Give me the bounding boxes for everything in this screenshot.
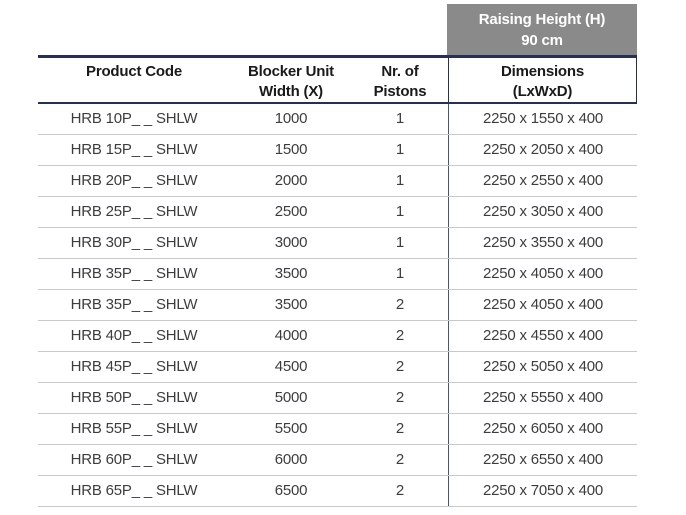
- cell-product-code: HRB 30P_ _ SHLW: [70, 234, 198, 251]
- header-dimensions-line1: Dimensions: [500, 63, 585, 80]
- table-row: HRB 35P_ _ SHLW 3500 1 2250 x 4050 x 400: [38, 259, 637, 290]
- raising-height-banner: Raising Height (H) 90 cm: [447, 4, 637, 55]
- cell-dimensions: 2250 x 1550 x 400: [448, 104, 637, 134]
- cell-nr-of-pistons: 1: [395, 110, 405, 127]
- cell-product-code: HRB 40P_ _ SHLW: [70, 327, 198, 344]
- cell-nr-of-pistons: 1: [395, 203, 405, 220]
- cell-nr-of-pistons: 2: [395, 482, 405, 499]
- table-row: HRB 15P_ _ SHLW 1500 1 2250 x 2050 x 400: [38, 135, 637, 166]
- cell-nr-of-pistons: 1: [395, 234, 405, 251]
- cell-blocker-unit-width: 1000: [274, 110, 308, 127]
- cell-dimensions: 2250 x 4050 x 400: [448, 259, 637, 289]
- cell-product-code: HRB 55P_ _ SHLW: [70, 420, 198, 437]
- table-row: HRB 30P_ _ SHLW 3000 1 2250 x 3550 x 400: [38, 228, 637, 259]
- header-blocker-unit-width-line2: Width (X): [259, 83, 323, 100]
- cell-blocker-unit-width: 1500: [274, 141, 308, 158]
- cell-dimensions: 2250 x 7050 x 400: [448, 476, 637, 506]
- header-dimensions-line2: (LxWxD): [512, 83, 573, 100]
- table-row: HRB 60P_ _ SHLW 6000 2 2250 x 6550 x 400: [38, 445, 637, 476]
- cell-nr-of-pistons: 2: [395, 451, 405, 468]
- cell-blocker-unit-width: 5000: [274, 389, 308, 406]
- cell-product-code: HRB 35P_ _ SHLW: [70, 296, 198, 313]
- header-product-code: Product Code: [38, 58, 230, 102]
- cell-blocker-unit-width: 3500: [274, 265, 308, 282]
- cell-blocker-unit-width: 2000: [274, 172, 308, 189]
- cell-nr-of-pistons: 1: [395, 172, 405, 189]
- header-nr-of-pistons-line2: Pistons: [373, 83, 427, 100]
- cell-dimensions: 2250 x 4550 x 400: [448, 321, 637, 351]
- cell-product-code: HRB 25P_ _ SHLW: [70, 203, 198, 220]
- cell-dimensions: 2250 x 3550 x 400: [448, 228, 637, 258]
- table-row: HRB 10P_ _ SHLW 1000 1 2250 x 1550 x 400: [38, 104, 637, 135]
- header-nr-of-pistons-line1: Nr. of: [381, 63, 419, 80]
- cell-blocker-unit-width: 4000: [274, 327, 308, 344]
- table-row: HRB 40P_ _ SHLW 4000 2 2250 x 4550 x 400: [38, 321, 637, 352]
- cell-product-code: HRB 15P_ _ SHLW: [70, 141, 198, 158]
- header-blocker-unit-width-line1: Blocker Unit: [248, 63, 334, 80]
- cell-nr-of-pistons: 2: [395, 296, 405, 313]
- cell-dimensions: 2250 x 6050 x 400: [448, 414, 637, 444]
- cell-nr-of-pistons: 2: [395, 389, 405, 406]
- table-row: HRB 65P_ _ SHLW 6500 2 2250 x 7050 x 400: [38, 476, 637, 507]
- table-row: HRB 20P_ _ SHLW 2000 1 2250 x 2550 x 400: [38, 166, 637, 197]
- cell-nr-of-pistons: 1: [395, 265, 405, 282]
- cell-dimensions: 2250 x 2050 x 400: [448, 135, 637, 165]
- header-product-code-line1: Product Code: [86, 63, 182, 80]
- product-spec-table: Product Code Blocker Unit Width (X) Nr. …: [38, 55, 637, 507]
- banner-title: Raising Height (H): [478, 11, 606, 28]
- cell-product-code: HRB 60P_ _ SHLW: [70, 451, 198, 468]
- cell-dimensions: 2250 x 5550 x 400: [448, 383, 637, 413]
- cell-dimensions: 2250 x 3050 x 400: [448, 197, 637, 227]
- table-row: HRB 25P_ _ SHLW 2500 1 2250 x 3050 x 400: [38, 197, 637, 228]
- cell-blocker-unit-width: 6000: [274, 451, 308, 468]
- cell-dimensions: 2250 x 4050 x 400: [448, 290, 637, 320]
- cell-blocker-unit-width: 3500: [274, 296, 308, 313]
- cell-nr-of-pistons: 1: [395, 141, 405, 158]
- cell-product-code: HRB 50P_ _ SHLW: [70, 389, 198, 406]
- header-nr-of-pistons: Nr. of Pistons: [352, 58, 448, 102]
- table-row: HRB 35P_ _ SHLW 3500 2 2250 x 4050 x 400: [38, 290, 637, 321]
- cell-blocker-unit-width: 5500: [274, 420, 308, 437]
- cell-product-code: HRB 35P_ _ SHLW: [70, 265, 198, 282]
- table-header-row: Product Code Blocker Unit Width (X) Nr. …: [38, 55, 637, 104]
- cell-nr-of-pistons: 2: [395, 420, 405, 437]
- cell-nr-of-pistons: 2: [395, 327, 405, 344]
- table-body: HRB 10P_ _ SHLW 1000 1 2250 x 1550 x 400 HRB…: [38, 104, 637, 507]
- cell-dimensions: 2250 x 2550 x 400: [448, 166, 637, 196]
- table-row: HRB 50P_ _ SHLW 5000 2 2250 x 5550 x 400: [38, 383, 637, 414]
- banner-value: 90 cm: [521, 32, 563, 49]
- cell-product-code: HRB 45P_ _ SHLW: [70, 358, 198, 375]
- cell-product-code: HRB 20P_ _ SHLW: [70, 172, 198, 189]
- header-dimensions: Dimensions (LxWxD): [448, 58, 637, 102]
- cell-blocker-unit-width: 3000: [274, 234, 308, 251]
- cell-blocker-unit-width: 4500: [274, 358, 308, 375]
- cell-nr-of-pistons: 2: [395, 358, 405, 375]
- cell-product-code: HRB 65P_ _ SHLW: [70, 482, 198, 499]
- cell-product-code: HRB 10P_ _ SHLW: [70, 110, 198, 127]
- cell-blocker-unit-width: 2500: [274, 203, 308, 220]
- cell-dimensions: 2250 x 6550 x 400: [448, 445, 637, 475]
- header-blocker-unit-width: Blocker Unit Width (X): [230, 58, 352, 102]
- table-row: HRB 45P_ _ SHLW 4500 2 2250 x 5050 x 400: [38, 352, 637, 383]
- table-row: HRB 55P_ _ SHLW 5500 2 2250 x 6050 x 400: [38, 414, 637, 445]
- cell-dimensions: 2250 x 5050 x 400: [448, 352, 637, 382]
- cell-blocker-unit-width: 6500: [274, 482, 308, 499]
